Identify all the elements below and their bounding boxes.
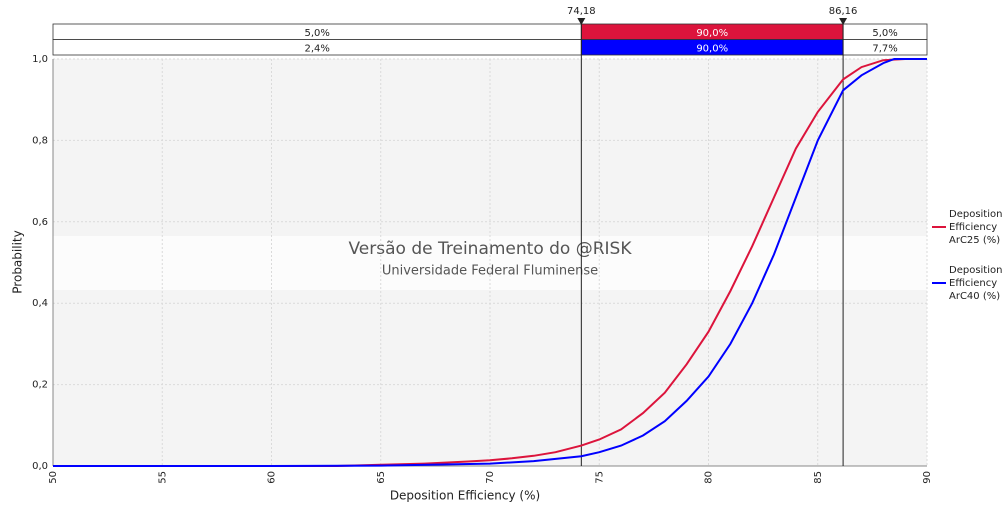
delimiter-label: 86,16 <box>829 6 858 17</box>
x-tick-label: 50 <box>48 471 59 484</box>
series-line <box>53 58 927 467</box>
x-tick-label: 80 <box>704 471 715 484</box>
y-tick-label: 1,0 <box>32 54 48 65</box>
x-tick-label: 90 <box>922 471 933 484</box>
band-label: 90,0% <box>696 28 728 39</box>
x-tick-label: 75 <box>594 471 605 484</box>
y-tick-label: 0,2 <box>32 380 48 391</box>
y-tick-label: 0,6 <box>32 217 48 228</box>
delimiter-label: 74,18 <box>567 6 596 17</box>
legend-label: Deposition Efficiency ArC40 (%) <box>949 265 1003 302</box>
y-tick-label: 0,4 <box>32 298 48 309</box>
band-label: 5,0% <box>872 28 897 39</box>
x-axis-title: Deposition Efficiency (%) <box>390 489 540 503</box>
series-line <box>53 58 927 467</box>
x-tick-label: 65 <box>376 471 387 484</box>
legend-label: Deposition Efficiency ArC25 (%) <box>949 209 1003 246</box>
x-tick-label: 70 <box>485 471 496 484</box>
delimiter-handle <box>839 18 848 25</box>
y-tick-label: 0,0 <box>32 461 48 472</box>
band-label: 2,4% <box>304 43 329 54</box>
band-label: 7,7% <box>872 43 897 54</box>
delimiter-handle <box>577 18 586 25</box>
x-tick-label: 55 <box>157 471 168 484</box>
x-tick-label: 85 <box>813 471 824 484</box>
band-label: 5,0% <box>304 28 329 39</box>
y-tick-label: 0,8 <box>32 135 48 146</box>
x-tick-label: 60 <box>267 471 278 484</box>
y-axis-title: Probability <box>11 230 25 293</box>
band-label: 90,0% <box>696 43 728 54</box>
